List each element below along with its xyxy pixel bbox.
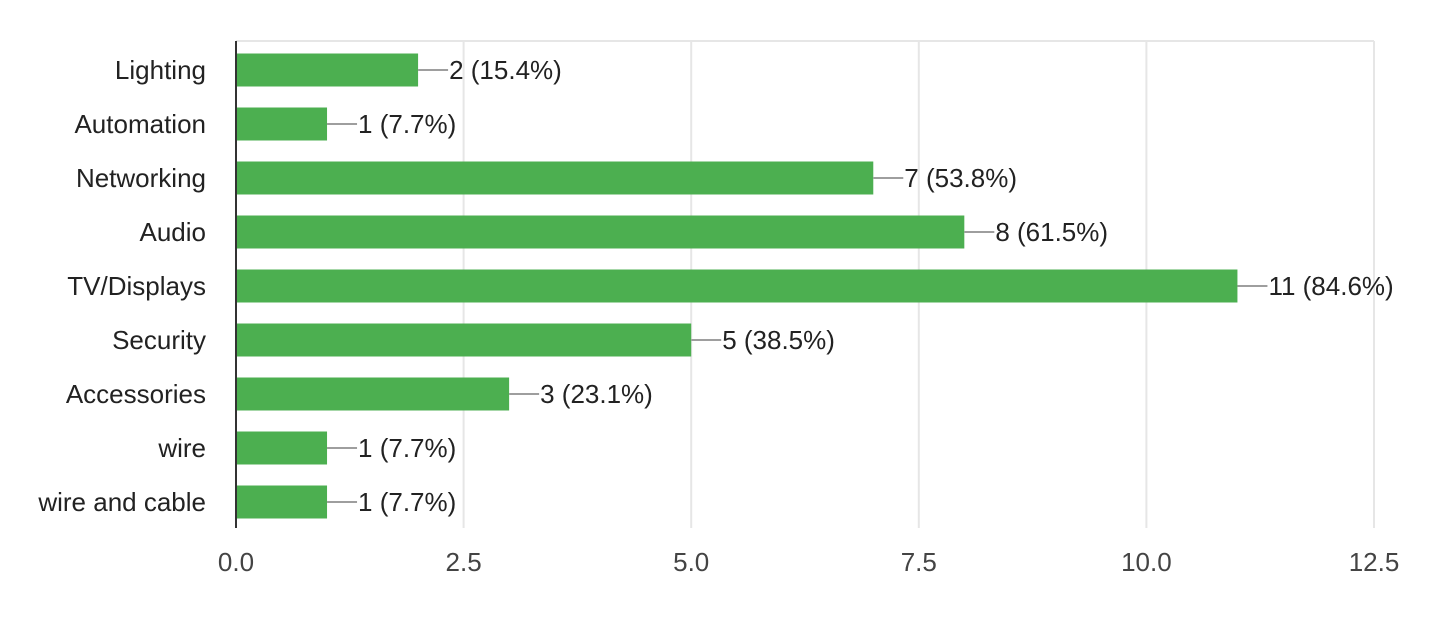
data-label: 7 (53.8%) <box>904 163 1017 193</box>
bar <box>236 161 874 195</box>
category-label: Security <box>112 325 206 355</box>
data-label: 1 (7.7%) <box>358 433 456 463</box>
bar <box>236 53 419 87</box>
bar <box>236 431 328 465</box>
x-tick-label: 0.0 <box>218 547 254 577</box>
category-label: wire and cable <box>37 487 206 517</box>
category-label: Audio <box>140 217 207 247</box>
bar <box>236 269 1238 303</box>
bar <box>236 377 510 411</box>
category-label: Lighting <box>115 55 206 85</box>
bar <box>236 323 692 357</box>
data-label: 1 (7.7%) <box>358 109 456 139</box>
x-tick-label: 2.5 <box>446 547 482 577</box>
x-tick-label: 12.5 <box>1349 547 1400 577</box>
data-label: 11 (84.6%) <box>1268 271 1393 301</box>
x-tick-label: 5.0 <box>673 547 709 577</box>
category-label: Automation <box>74 109 206 139</box>
data-label: 2 (15.4%) <box>449 55 562 85</box>
category-label: Networking <box>76 163 206 193</box>
bars: 2 (15.4%) 1 (7.7%) 7 (53.8%) 8 (61.5%) 11 (8… <box>236 53 1394 519</box>
category-label: TV/Displays <box>67 271 206 301</box>
data-label: 5 (38.5%) <box>722 325 835 355</box>
data-label: 1 (7.7%) <box>358 487 456 517</box>
category-label: Accessories <box>66 379 206 409</box>
bar <box>236 485 328 519</box>
bar <box>236 107 328 141</box>
category-labels: Lighting Automation Networking Audio TV/Disp… <box>37 55 206 517</box>
data-label: 8 (61.5%) <box>995 217 1108 247</box>
data-label: 3 (23.1%) <box>540 379 653 409</box>
category-label: wire <box>157 433 206 463</box>
x-axis-ticks: 0.0 2.5 5.0 7.5 10.0 12.5 <box>218 547 1399 577</box>
x-tick-label: 7.5 <box>901 547 937 577</box>
x-tick-label: 10.0 <box>1121 547 1172 577</box>
bar <box>236 215 965 249</box>
